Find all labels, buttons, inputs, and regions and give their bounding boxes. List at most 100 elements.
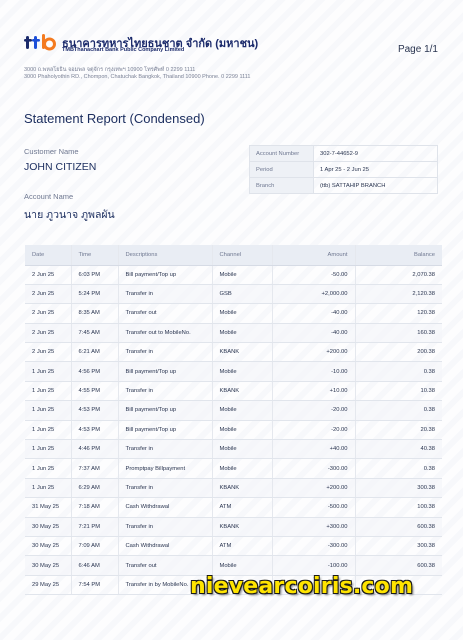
description-cell: Transfer in xyxy=(117,517,212,537)
amount-cell: +300.00 xyxy=(271,517,355,537)
table-row: 29 May 25 7:54 PM Transfer in by MobileNo. xyxy=(25,575,442,596)
channel-cell: KBANK xyxy=(211,381,272,402)
date-cell: 1 Jun 25 xyxy=(25,420,71,441)
table-row: 2 Jun 25 6:21 AM Transfer in KBANK +200.00 20… xyxy=(25,342,442,363)
info-value: 1 Apr 25 - 2 Jun 25 xyxy=(313,161,438,178)
date-cell: 2 Jun 25 xyxy=(25,303,71,324)
date-cell: 30 May 25 xyxy=(25,555,71,576)
channel-cell: Mobile xyxy=(211,439,272,460)
table-row: 2 Jun 25 5:24 PM Transfer in GSB +2,000.00 2,… xyxy=(25,284,442,305)
date-cell: 2 Jun 25 xyxy=(25,265,71,285)
channel-cell: KBANK xyxy=(211,478,272,499)
channel-cell: Mobile xyxy=(211,555,272,576)
time-cell: 6:21 AM xyxy=(70,342,118,363)
table-header-row: Date Time Descriptions Channel Amount Ba… xyxy=(25,245,442,266)
table-row: 1 Jun 25 6:29 AM Transfer in KBANK +200.00 30… xyxy=(25,478,442,499)
date-cell: 2 Jun 25 xyxy=(25,284,71,305)
time-cell: 4:55 PM xyxy=(70,381,118,402)
balance-cell: 200.38 xyxy=(354,342,442,363)
amount-cell: -50.00 xyxy=(271,265,355,285)
table-row: 1 Jun 25 4:56 PM Bill payment/Top up Mobile… xyxy=(25,361,442,382)
time-cell: 4:53 PM xyxy=(70,400,118,421)
balance-cell: 160.38 xyxy=(354,323,442,344)
ttb-logo-icon xyxy=(24,34,56,51)
column-header-time: Time xyxy=(70,245,118,266)
balance-cell: 20.38 xyxy=(354,420,442,441)
description-cell: Cash Withdrawal xyxy=(117,497,212,518)
description-cell: Transfer in xyxy=(117,381,212,402)
time-cell: 6:29 AM xyxy=(70,478,118,499)
column-header-descriptions: Descriptions xyxy=(117,245,212,266)
account-name-label: Account Name xyxy=(24,192,74,201)
info-value: 302-7-44652-9 xyxy=(313,145,438,162)
page-number: Page 1/1 xyxy=(397,44,438,55)
account-name: นาย ภูวนาจ ภูพลผัน xyxy=(24,209,115,221)
time-cell: 7:21 PM xyxy=(70,517,118,537)
info-row-branch: Branch (ttb) SATTAHIP BRANCH xyxy=(249,177,438,194)
time-cell: 7:45 AM xyxy=(70,323,118,344)
channel-cell: ATM xyxy=(211,497,272,518)
time-cell: 7:18 AM xyxy=(70,497,118,518)
channel-cell: GSB xyxy=(211,284,272,305)
bank-address-english: 3000 Phaholyothin RD., Chompon, Chatucha… xyxy=(24,74,251,80)
time-cell: 7:09 AM xyxy=(70,536,118,557)
time-cell: 4:56 PM xyxy=(70,361,118,382)
balance-cell: 600.38 xyxy=(354,517,442,537)
table-row: 2 Jun 25 7:45 AM Transfer out to MobileNo.… xyxy=(25,323,442,344)
channel-cell: KBANK xyxy=(211,342,272,363)
customer-name: JOHN CITIZEN xyxy=(24,161,97,173)
table-row: 30 May 25 6:46 AM Transfer out Mobile -100.0… xyxy=(25,555,442,576)
amount-cell: -20.00 xyxy=(271,400,355,421)
date-cell: 29 May 25 xyxy=(25,575,71,596)
time-cell: 6:46 AM xyxy=(70,555,118,576)
table-row: 2 Jun 25 6:03 PM Bill payment/Top up Mobile… xyxy=(25,265,442,285)
date-cell: 2 Jun 25 xyxy=(25,342,71,363)
amount-cell: -10.00 xyxy=(271,361,355,382)
description-cell: Promptpay Billpayment xyxy=(117,458,212,479)
description-cell: Bill payment/Top up xyxy=(117,420,212,441)
bank-name-english: TMBThanachart Bank Public Company Limite… xyxy=(62,47,185,53)
info-row-account-number: Account Number 302-7-44652-9 xyxy=(249,145,438,162)
balance-cell: 300.38 xyxy=(354,536,442,557)
description-cell: Transfer in by MobileNo. xyxy=(117,575,212,596)
channel-cell: Mobile xyxy=(211,265,272,285)
description-cell: Transfer in xyxy=(117,439,212,460)
balance-cell: 0.38 xyxy=(354,400,442,421)
column-header-balance: Balance xyxy=(354,245,442,266)
date-cell: 30 May 25 xyxy=(25,536,71,557)
channel-cell: Mobile xyxy=(211,420,272,441)
balance-cell: 120.38 xyxy=(354,303,442,324)
amount-cell: -40.00 xyxy=(271,303,355,324)
description-cell: Bill payment/Top up xyxy=(117,361,212,382)
table-row: 31 May 25 7:18 AM Cash Withdrawal ATM -500.0… xyxy=(25,497,442,518)
amount-cell xyxy=(271,575,355,596)
date-cell: 2 Jun 25 xyxy=(25,323,71,344)
customer-name-label: Customer Name xyxy=(24,147,79,156)
date-cell: 31 May 25 xyxy=(25,497,71,518)
time-cell: 8:35 AM xyxy=(70,303,118,324)
date-cell: 1 Jun 25 xyxy=(25,381,71,402)
description-cell: Transfer out to MobileNo. xyxy=(117,323,212,344)
bank-header: ธนาคารทหารไทยธนชาต จำกัด (มหาชน) TMBThan… xyxy=(24,32,444,82)
amount-cell: +200.00 xyxy=(271,342,355,363)
channel-cell: Mobile xyxy=(211,400,272,421)
time-cell: 7:37 AM xyxy=(70,458,118,479)
table-row: 1 Jun 25 7:37 AM Promptpay Billpayment Mobi… xyxy=(25,458,442,479)
balance-cell: 10.38 xyxy=(354,381,442,402)
amount-cell: -300.00 xyxy=(271,536,355,557)
amount-cell: -40.00 xyxy=(271,323,355,344)
info-key: Account Number xyxy=(249,145,314,162)
report-title: Statement Report (Condensed) xyxy=(24,111,205,126)
table-row: 30 May 25 7:21 PM Transfer in KBANK +300.00 6… xyxy=(25,517,442,537)
amount-cell: -300.00 xyxy=(271,458,355,479)
info-row-period: Period 1 Apr 25 - 2 Jun 25 xyxy=(249,161,438,178)
bank-address-thai: 3000 ถ.พหลโยธิน จอมพล จตุจักร กรุงเทพฯ 1… xyxy=(24,67,196,73)
time-cell: 4:53 PM xyxy=(70,420,118,441)
date-cell: 1 Jun 25 xyxy=(25,361,71,382)
amount-cell: -500.00 xyxy=(271,497,355,518)
account-info-table: Account Number 302-7-44652-9 Period 1 Ap… xyxy=(249,145,438,194)
amount-cell: +2,000.00 xyxy=(271,284,355,305)
time-cell: 6:03 PM xyxy=(70,265,118,285)
bank-name-thai: ธนาคารทหารไทยธนชาต จำกัด (มหาชน) xyxy=(62,38,259,50)
